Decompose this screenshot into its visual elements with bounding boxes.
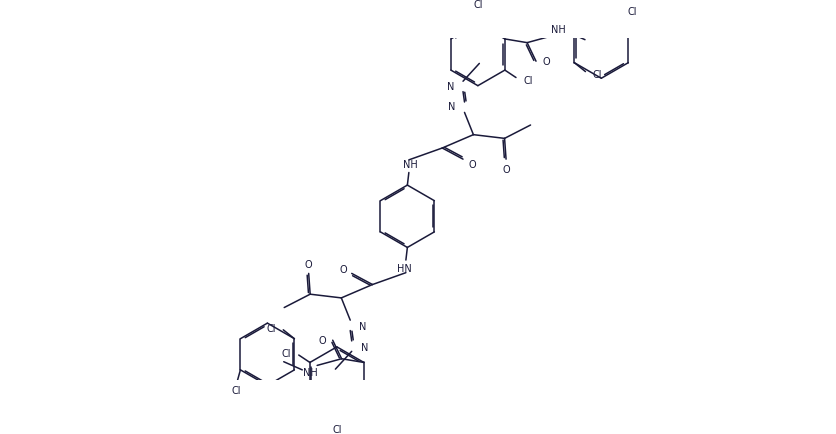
Text: NH: NH (550, 25, 565, 35)
Text: HN: HN (396, 263, 411, 273)
Text: Cl: Cl (472, 0, 482, 10)
Text: NH: NH (303, 367, 318, 377)
Text: O: O (542, 57, 549, 67)
Text: O: O (502, 164, 509, 174)
Text: O: O (467, 159, 475, 169)
Text: Cl: Cl (232, 385, 241, 395)
Text: NH: NH (402, 160, 417, 170)
Text: N: N (360, 342, 368, 352)
Text: O: O (319, 335, 326, 345)
Text: N: N (446, 82, 454, 92)
Text: Cl: Cl (332, 424, 341, 434)
Text: Cl: Cl (282, 348, 291, 358)
Text: O: O (339, 264, 346, 274)
Text: Cl: Cl (266, 323, 276, 333)
Text: Cl: Cl (522, 76, 533, 85)
Text: O: O (304, 259, 312, 269)
Text: Cl: Cl (626, 7, 636, 17)
Text: N: N (448, 102, 455, 112)
Text: N: N (359, 321, 366, 331)
Text: Cl: Cl (592, 69, 602, 79)
